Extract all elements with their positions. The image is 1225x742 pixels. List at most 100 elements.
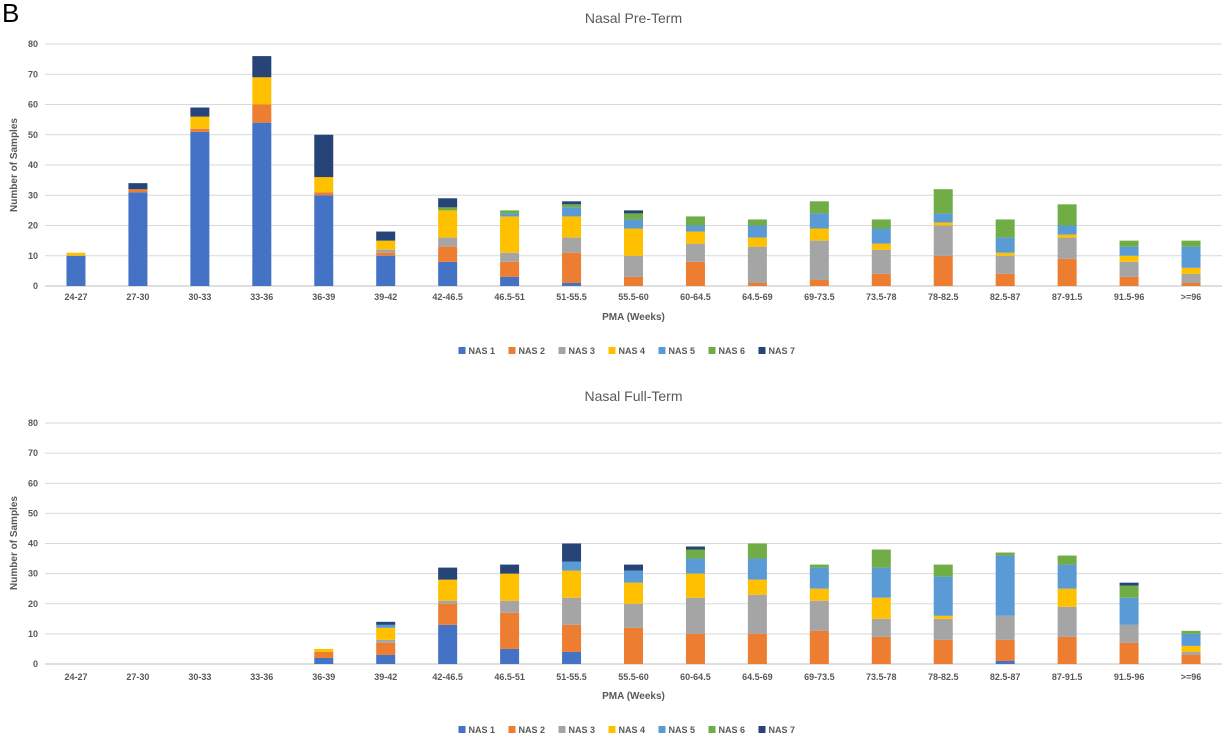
chart1-bar-nas-7 [624,210,643,214]
chart2-bar-nas-3 [933,618,953,640]
chart1-bar-nas-5 [624,219,643,229]
chart1-bar-nas-2 [252,104,272,123]
chart1-y-tick-label: 60 [28,100,38,110]
chart2-x-tick-label: 87-91.5 [1052,672,1083,682]
chart1-bar-nas-7 [314,134,334,178]
chart1-legend-label: NAS 1 [469,346,496,356]
chart1-y-tick-label: 30 [28,190,38,200]
chart2-bar-nas-4 [500,573,520,601]
chart1-bar-nas-6 [995,219,1015,238]
chart2-bar-nas-1 [995,660,1015,664]
chart2-legend-label: NAS 2 [519,725,546,735]
chart2-bar-nas-1 [438,624,458,664]
chart1-x-tick-label: 73.5-78 [866,292,897,302]
chart1-bar-nas-7 [438,198,458,208]
chart1-bar-nas-2 [128,189,148,193]
chart1-bar-nas-4 [995,252,1015,256]
chart2-bar-nas-5 [809,567,829,589]
chart1-bar-nas-3 [995,255,1015,274]
chart1-bar-nas-7 [252,56,272,78]
chart2-x-axis-label: PMA (Weeks) [602,691,665,702]
chart1-bar-nas-2 [685,261,705,286]
chart2-bar-nas-7 [438,567,458,580]
chart1-bar-nas-6 [871,219,891,229]
chart1-bar-nas-3 [685,243,705,262]
chart2-bar-nas-6 [685,549,705,559]
chart2-bar-nas-5 [1119,597,1139,625]
chart1-x-tick-label: 42-46.5 [432,292,463,302]
chart2-bar-nas-4 [1181,645,1201,652]
chart2-y-axis-label: Number of Samples [9,496,20,590]
chart1-bar-nas-6 [1181,240,1201,247]
chart2-bar-nas-6 [995,552,1015,556]
chart1-bar-nas-2 [562,252,582,283]
chart2-bar-nas-3 [1057,606,1077,637]
chart2-bar-nas-1 [500,648,520,664]
chart2-x-tick-label: 60-64.5 [680,672,711,682]
chart2-y-tick-label: 30 [28,569,38,579]
chart1-bar-nas-5 [1181,246,1201,268]
chart1-bar-nas-1 [500,276,520,286]
chart1-bar-nas-2 [190,128,210,132]
chart2-bar-nas-7 [562,543,582,562]
chart2-x-tick-label: 42-46.5 [432,672,463,682]
chart2-bar-nas-6 [933,564,953,577]
chart2-legend-label: NAS 4 [619,725,646,735]
chart2-bar-nas-7 [1119,582,1139,586]
chart1-bar-nas-4 [314,177,334,193]
chart2-title: Nasal Full-Term [584,388,682,404]
chart1-x-tick-label: 91.5-96 [1114,292,1145,302]
chart1-bar-nas-2 [1057,258,1077,286]
chart2-x-tick-label: 30-33 [188,672,211,682]
chart1-bar-nas-2 [1119,276,1139,286]
chart2-bar-nas-2 [500,612,520,649]
chart1-x-tick-label: 82.5-87 [990,292,1021,302]
chart1-bar-nas-6 [1057,204,1077,226]
chart2-bar-nas-3 [809,600,829,631]
chart1-bar-nas-6 [747,219,767,226]
chart2-bar-nas-2 [995,639,1015,661]
chart1-bar-nas-1 [376,255,396,286]
chart1-x-tick-label: 24-27 [64,292,87,302]
chart2-bar-nas-3 [562,597,582,625]
chart2-bar-nas-6 [747,543,767,559]
chart1-bar-nas-7 [376,231,396,241]
chart2-bar-nas-5 [1181,633,1201,646]
chart1-bar-nas-4 [871,243,891,250]
chart2-bar-nas-2 [562,624,582,652]
chart1-bar-nas-4 [376,240,396,250]
chart1-bar-nas-3 [1057,237,1077,259]
chart1-x-tick-label: >=96 [1181,292,1202,302]
chart2-bar-nas-4 [747,579,767,595]
chart2-legend-swatch [758,726,766,733]
chart2-bar-nas-3 [685,597,705,634]
chart2-bar-nas-3 [747,594,767,634]
chart2-bar-nas-4 [871,597,891,619]
chart2-y-tick-label: 80 [28,418,38,428]
chart2-bar-nas-7 [685,546,705,550]
chart2-bar-nas-2 [685,633,705,664]
chart1-bar-nas-2 [438,246,458,262]
panel-label: B [2,0,20,28]
chart2-bar-nas-4 [624,582,643,604]
chart2-x-tick-label: 33-36 [250,672,273,682]
chart2-x-tick-label: 82.5-87 [990,672,1021,682]
chart2-bar-nas-2 [747,633,767,664]
chart2-x-tick-label: 24-27 [64,672,87,682]
chart1-bar-nas-7 [190,107,210,117]
chart1-bar-nas-4 [1181,267,1201,274]
chart2-bar-nas-5 [1057,564,1077,589]
chart2-bar-nas-2 [1181,654,1201,664]
chart1-bar-nas-1 [438,261,458,286]
chart1-bar-nas-6 [562,204,582,208]
chart1-bar-nas-2 [933,255,953,286]
chart2-bar-nas-3 [376,639,396,643]
chart2-bar-nas-3 [995,615,1015,640]
chart2-bar-nas-6 [1057,555,1077,565]
chart1-bar-nas-5 [871,228,891,244]
chart1-legend-swatch [758,347,766,354]
chart2-x-tick-label: 69-73.5 [804,672,835,682]
chart1-legend-label: NAS 5 [669,346,696,356]
chart2-legend-swatch [508,726,516,733]
